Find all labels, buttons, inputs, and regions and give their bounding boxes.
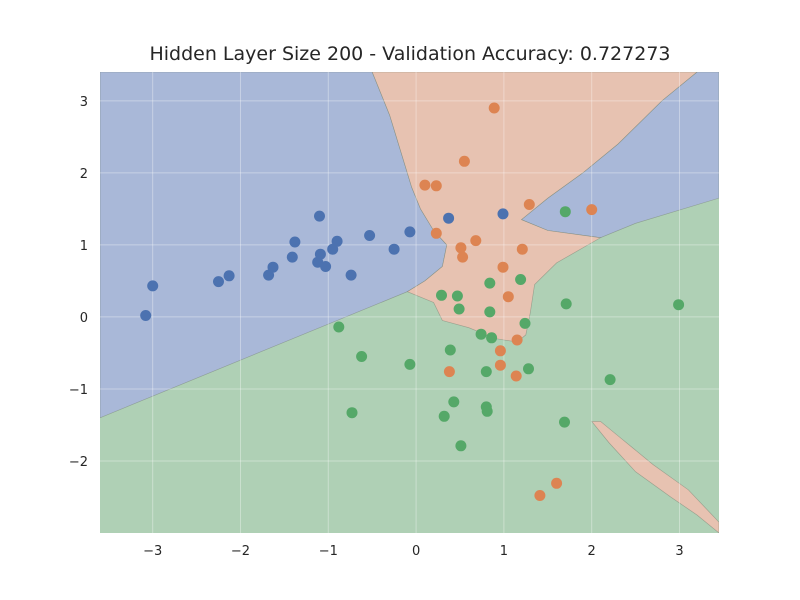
point-green: [451, 290, 463, 302]
point-green: [486, 332, 498, 344]
point-green: [481, 405, 493, 417]
point-blue: [213, 276, 224, 288]
y-tick-label: 1: [80, 239, 88, 254]
decision-regions: [100, 72, 719, 533]
x-tick-label: 0: [412, 544, 420, 559]
x-tick-label: 2: [588, 544, 596, 559]
point-orange: [457, 251, 469, 263]
point-blue: [223, 270, 235, 282]
point-orange: [534, 490, 546, 501]
point-green: [438, 410, 450, 422]
region-orange-1: [371, 72, 698, 343]
point-orange: [497, 261, 509, 273]
point-green: [604, 374, 616, 386]
point-green: [436, 289, 447, 301]
point-blue: [286, 251, 298, 263]
tick-labels: −3 −2 −1 0 1 2 3 −2 −1 0 1 2 3: [69, 95, 684, 559]
data-points: [140, 102, 685, 501]
point-blue: [345, 269, 357, 281]
point-orange: [551, 477, 563, 489]
point-orange: [419, 179, 431, 191]
point-green: [404, 358, 416, 370]
point-green: [559, 206, 571, 218]
point-orange: [586, 204, 598, 216]
point-green: [484, 306, 496, 318]
y-tick-label: 3: [80, 95, 88, 110]
point-orange: [502, 291, 514, 303]
point-orange: [443, 366, 455, 378]
point-green: [475, 328, 487, 340]
point-green: [455, 440, 467, 452]
point-orange: [470, 235, 482, 247]
point-blue: [314, 248, 326, 260]
point-orange: [523, 199, 535, 210]
point-green: [519, 317, 531, 329]
point-orange: [430, 227, 442, 239]
point-green: [333, 321, 345, 333]
point-green: [356, 351, 368, 362]
point-green: [515, 274, 527, 285]
x-tick-label: −1: [319, 544, 338, 559]
grid: [100, 72, 719, 533]
point-orange: [511, 334, 523, 346]
x-tick-label: −3: [143, 544, 162, 559]
point-blue: [147, 280, 159, 292]
point-green: [453, 303, 465, 315]
x-tick-label: 3: [675, 544, 683, 559]
point-green: [560, 298, 572, 310]
point-orange: [458, 155, 470, 167]
point-green: [448, 396, 460, 408]
point-blue: [289, 236, 301, 248]
x-tick-label: −2: [231, 544, 250, 559]
point-blue: [443, 212, 455, 224]
point-green: [559, 416, 570, 428]
point-blue: [364, 230, 376, 241]
x-tick-label: 1: [500, 544, 508, 559]
y-tick-label: 0: [80, 311, 88, 326]
point-green: [444, 344, 456, 356]
y-tick-label: −1: [69, 383, 88, 398]
point-blue: [404, 226, 416, 238]
point-orange: [494, 345, 506, 357]
point-blue: [331, 235, 343, 247]
point-green: [673, 299, 685, 311]
point-blue: [388, 243, 400, 255]
region-orange-2: [591, 421, 719, 533]
point-orange: [516, 243, 528, 255]
point-green: [523, 363, 534, 375]
point-blue: [314, 210, 325, 222]
point-orange: [510, 370, 522, 382]
y-tick-label: 2: [80, 167, 88, 182]
y-tick-label: −2: [69, 455, 88, 470]
point-blue: [140, 310, 152, 321]
point-orange: [455, 242, 467, 254]
point-orange: [430, 180, 442, 192]
point-blue: [267, 261, 279, 273]
point-green: [346, 407, 358, 419]
point-orange: [494, 359, 506, 371]
point-blue: [320, 261, 332, 272]
point-green: [484, 277, 496, 289]
chart-title: Hidden Layer Size 200 - Validation Accur…: [149, 43, 671, 65]
point-green: [480, 366, 492, 378]
point-blue: [497, 208, 509, 220]
point-orange: [488, 102, 500, 114]
